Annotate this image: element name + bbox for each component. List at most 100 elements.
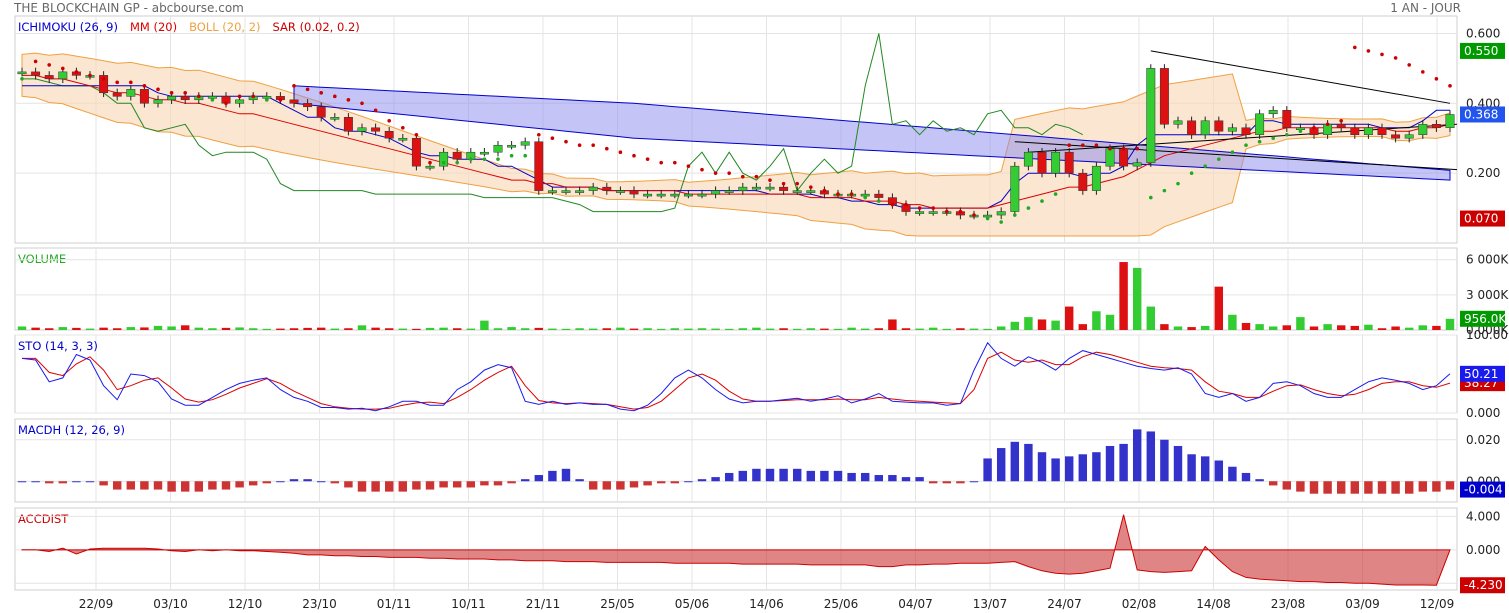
candle bbox=[357, 127, 367, 132]
candle bbox=[425, 165, 435, 169]
macdh-bar bbox=[1404, 481, 1414, 494]
macdh-bar bbox=[928, 481, 938, 484]
macdh-bar bbox=[289, 479, 299, 482]
candle bbox=[588, 186, 598, 191]
macdh-bar bbox=[208, 481, 217, 490]
volume-bar bbox=[452, 328, 462, 330]
value-badge: -0.004 bbox=[1460, 481, 1505, 498]
sar-dot bbox=[142, 84, 147, 88]
badge-bg bbox=[1460, 481, 1505, 498]
sar-dot bbox=[1421, 70, 1425, 74]
sar-dot bbox=[686, 164, 691, 168]
candle bbox=[507, 144, 517, 148]
sar-dot bbox=[1203, 164, 1207, 168]
macdh-bar bbox=[153, 481, 163, 490]
panel-label-item: ICHIMOKU (26, 9) bbox=[18, 20, 118, 34]
candle bbox=[806, 190, 816, 193]
volume-bar bbox=[316, 327, 326, 330]
volume-bar bbox=[357, 325, 367, 330]
candle bbox=[765, 186, 775, 190]
volume-bar bbox=[820, 328, 829, 330]
candle bbox=[44, 75, 54, 80]
macdh-bar bbox=[983, 458, 992, 482]
sar-dot bbox=[550, 136, 555, 141]
sar-dot bbox=[1053, 192, 1058, 196]
sar-dot bbox=[618, 150, 623, 154]
sar-dot bbox=[904, 202, 908, 207]
sar-dot bbox=[1353, 45, 1357, 50]
macdh-bar bbox=[588, 481, 598, 490]
sar-dot bbox=[61, 66, 65, 71]
macdh-bar bbox=[493, 481, 503, 486]
macdh-bar bbox=[1200, 456, 1210, 482]
sar-dot bbox=[1013, 213, 1017, 217]
period-label[interactable]: 1 AN - JOUR bbox=[1390, 1, 1461, 15]
sar-dot bbox=[1244, 143, 1248, 148]
volume-bar bbox=[874, 328, 884, 330]
candle bbox=[479, 151, 489, 155]
candle bbox=[493, 144, 503, 153]
volume-bar bbox=[1024, 317, 1033, 330]
badge-value: 956.0K bbox=[1464, 312, 1507, 326]
macdh-bar bbox=[956, 481, 965, 484]
macdh-bar bbox=[765, 468, 775, 482]
trendline-upper bbox=[1150, 50, 1451, 104]
volume-bar bbox=[643, 328, 652, 330]
candle bbox=[629, 190, 639, 195]
sar-dot bbox=[1285, 132, 1289, 137]
macdh-bar bbox=[779, 468, 788, 482]
macdh-bar bbox=[1323, 481, 1332, 494]
volume-bar bbox=[126, 327, 136, 330]
macdh-bar bbox=[112, 481, 122, 490]
macdh-bar bbox=[330, 481, 340, 484]
badge-value: -4.230 bbox=[1464, 578, 1503, 592]
value-badge: -4.230 bbox=[1460, 577, 1505, 594]
sar-dot bbox=[863, 195, 867, 200]
volume-bar bbox=[167, 326, 176, 330]
macdh-bar bbox=[602, 481, 612, 490]
volume-bar bbox=[235, 327, 244, 330]
macdh-bar bbox=[724, 472, 734, 482]
sar-dot bbox=[1040, 199, 1044, 203]
badge-bg bbox=[1460, 210, 1505, 227]
sar-dot bbox=[999, 220, 1003, 224]
candle bbox=[874, 193, 884, 198]
sar-dot bbox=[20, 77, 24, 81]
sar-dot bbox=[360, 101, 364, 106]
candle bbox=[1078, 172, 1088, 191]
volume-bar bbox=[833, 328, 843, 330]
macdh-bar bbox=[1445, 481, 1455, 490]
macdh-bar bbox=[643, 481, 652, 486]
sar-dot bbox=[836, 192, 840, 196]
macdh-bar bbox=[303, 479, 312, 482]
macdh-bar bbox=[371, 481, 380, 492]
panel-label-item: STO (14, 3, 3) bbox=[18, 339, 98, 353]
x-tick-label: 04/07 bbox=[898, 597, 933, 611]
macdh-bar bbox=[1037, 452, 1047, 482]
macdh-bar bbox=[1364, 481, 1373, 494]
candle bbox=[439, 151, 449, 167]
volume-bar bbox=[724, 328, 734, 330]
volume-bar bbox=[1255, 324, 1264, 330]
badge-bg bbox=[1460, 310, 1505, 327]
panel-frame-4 bbox=[14, 507, 1458, 591]
macdh-bar bbox=[1309, 481, 1319, 494]
macdh-bar bbox=[1391, 481, 1400, 494]
macdh-bar bbox=[316, 481, 326, 483]
badge-value: 50.21 bbox=[1464, 367, 1498, 381]
sar-dot bbox=[1366, 49, 1371, 53]
candle bbox=[1255, 113, 1265, 135]
macdh-bar bbox=[860, 472, 870, 482]
volume-bar bbox=[1187, 327, 1196, 330]
y-tick-label: 0.000 bbox=[1466, 406, 1500, 420]
candle bbox=[289, 99, 299, 104]
volume-bar bbox=[860, 328, 870, 330]
sar-dot bbox=[972, 213, 976, 217]
candle bbox=[1091, 165, 1101, 191]
moving-average-line bbox=[22, 74, 1451, 209]
volume-bar bbox=[602, 328, 612, 330]
value-badge: 956.0K bbox=[1460, 310, 1507, 327]
sar-dot bbox=[509, 153, 514, 158]
y-tick-label: 3 000K bbox=[1466, 288, 1509, 302]
